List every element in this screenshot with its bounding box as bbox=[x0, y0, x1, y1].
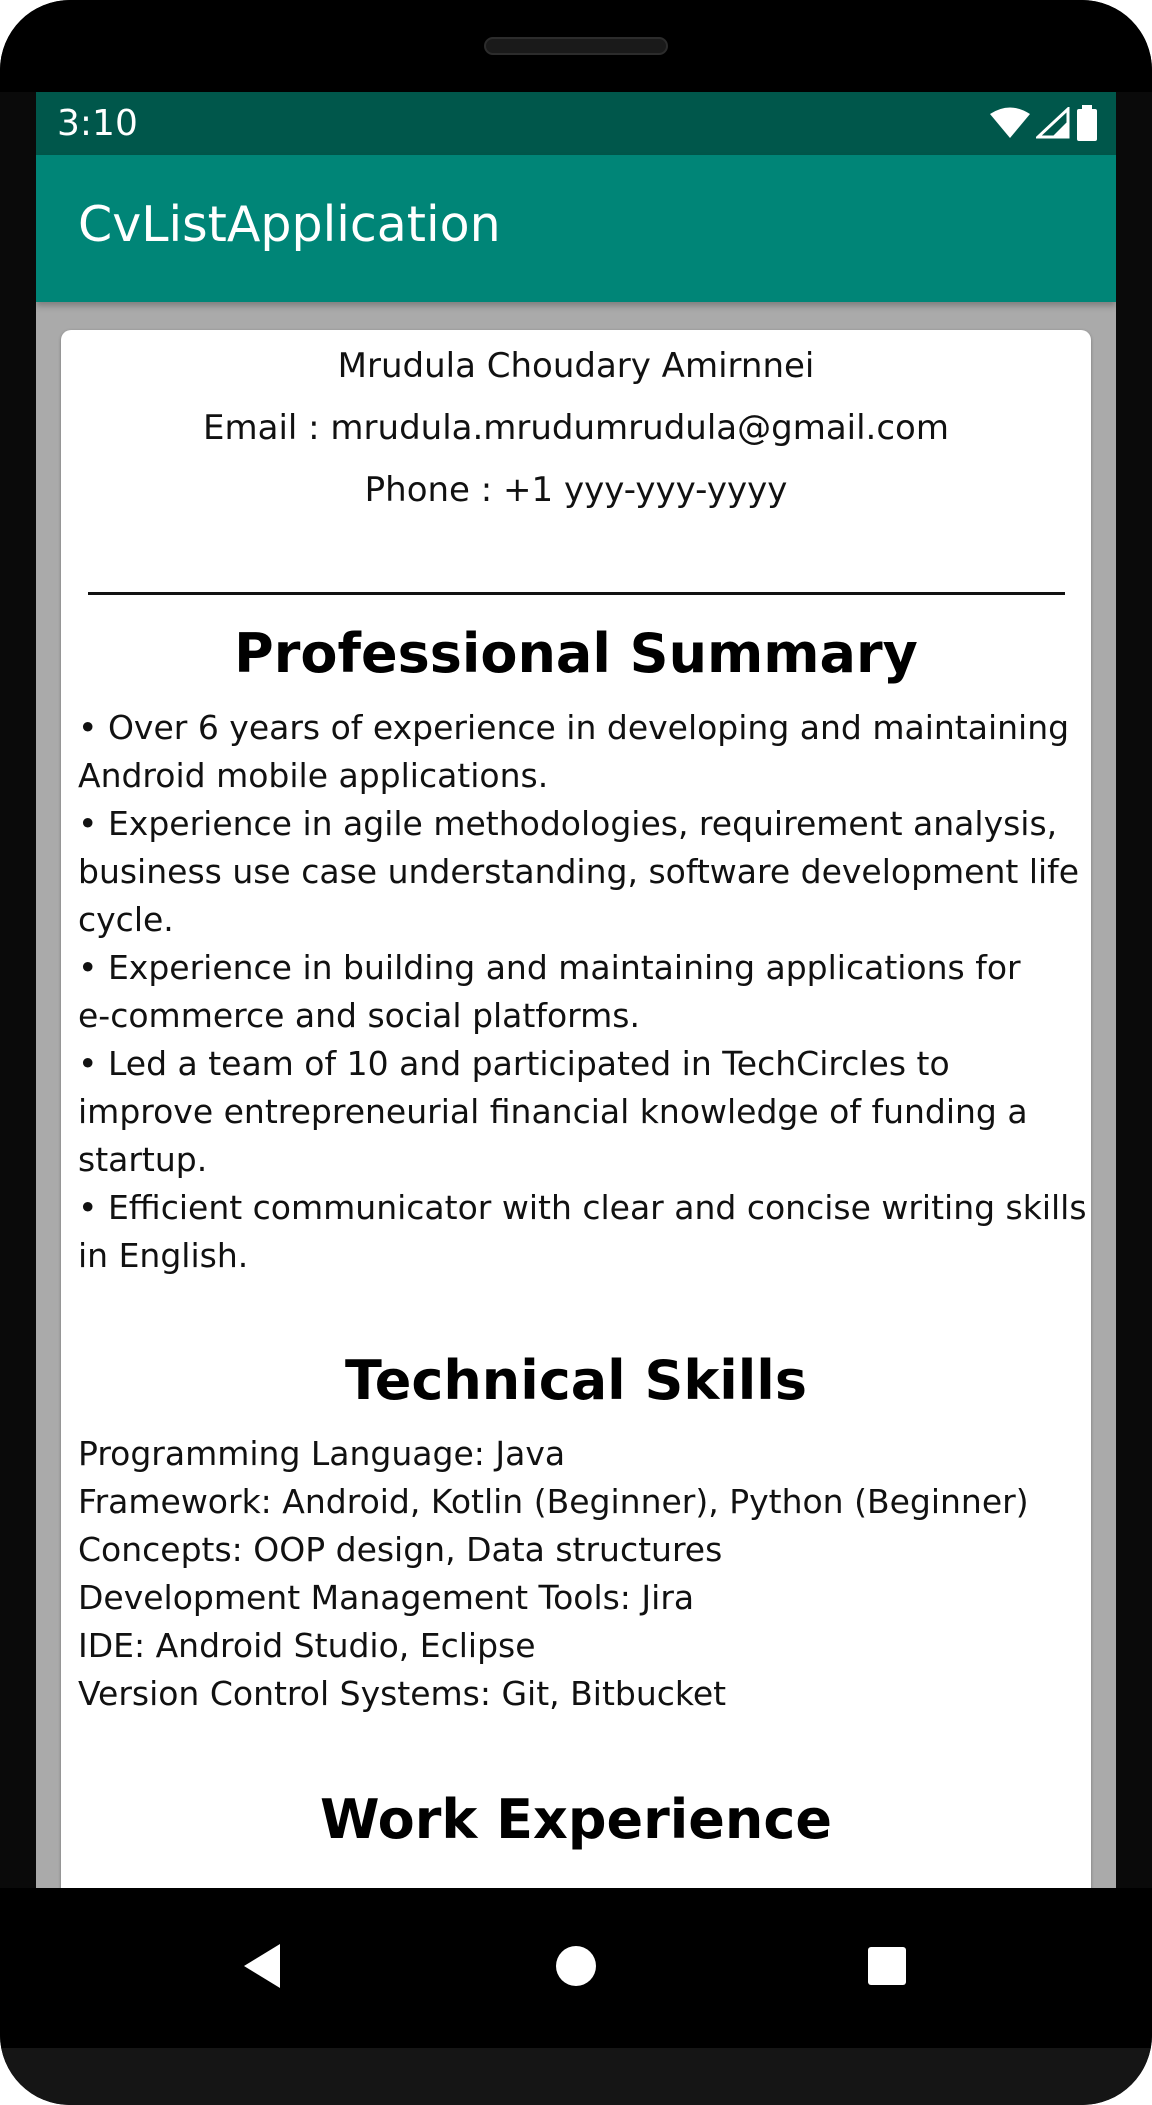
summary-line: • Led a team of 10 and participated in T… bbox=[78, 1044, 950, 1083]
summary-line: improve entrepreneurial financial knowle… bbox=[78, 1092, 1028, 1131]
home-icon bbox=[555, 1945, 597, 1991]
section-title-work-experience: Work Experience bbox=[320, 1788, 832, 1851]
navigation-bar bbox=[0, 1888, 1152, 2048]
resume-phone: Phone : +1 yyy-yyy-yyyy bbox=[364, 470, 788, 510]
recents-button[interactable] bbox=[845, 1926, 929, 2010]
skills-line: Concepts: OOP design, Data structures bbox=[78, 1530, 723, 1569]
skills-line: Framework: Android, Kotlin (Beginner), P… bbox=[78, 1482, 1029, 1521]
resume-name: Mrudula Choudary Amirnnei bbox=[337, 346, 815, 386]
summary-line: • Efficient communicator with clear and … bbox=[78, 1188, 1087, 1227]
earpiece-speaker bbox=[484, 37, 668, 55]
wifi-icon bbox=[990, 107, 1030, 139]
summary-line: Android mobile applications. bbox=[78, 756, 549, 795]
screen: 3:10 CvListApplication Mrudula Choudary … bbox=[36, 92, 1116, 1888]
summary-line: business use case understanding, softwar… bbox=[78, 852, 1080, 891]
summary-line: • Over 6 years of experience in developi… bbox=[78, 708, 1070, 747]
section-title-professional-summary: Professional Summary bbox=[234, 622, 918, 685]
recents-icon bbox=[867, 1946, 907, 1990]
skills-line: Programming Language: Java bbox=[78, 1434, 566, 1473]
skills-line: Version Control Systems: Git, Bitbucket bbox=[78, 1674, 727, 1713]
bottom-bezel bbox=[0, 2048, 1152, 2105]
app-title: CvListApplication bbox=[78, 196, 501, 253]
skills-line: IDE: Android Studio, Eclipse bbox=[78, 1626, 536, 1665]
resume-card[interactable]: Mrudula Choudary Amirnnei Email : mrudul… bbox=[61, 330, 1091, 1888]
divider bbox=[88, 592, 1065, 595]
section-title-technical-skills: Technical Skills bbox=[345, 1349, 807, 1412]
back-icon bbox=[240, 1942, 286, 1994]
summary-line: • Experience in agile methodologies, req… bbox=[78, 804, 1058, 843]
summary-line: cycle. bbox=[78, 900, 174, 939]
summary-line: startup. bbox=[78, 1140, 208, 1179]
cell-signal-icon bbox=[1036, 107, 1070, 139]
resume-email: Email : mrudula.mrudumrudula@gmail.com bbox=[203, 408, 949, 448]
summary-line: e-commerce and social platforms. bbox=[78, 996, 640, 1035]
status-bar: 3:10 bbox=[36, 92, 1116, 155]
summary-line: • Experience in building and maintaining… bbox=[78, 948, 1021, 987]
status-time: 3:10 bbox=[57, 103, 138, 144]
battery-icon bbox=[1076, 105, 1098, 141]
summary-line: in English. bbox=[78, 1236, 249, 1275]
home-button[interactable] bbox=[534, 1926, 618, 2010]
status-icons bbox=[990, 102, 1098, 144]
back-button[interactable] bbox=[221, 1926, 305, 2010]
app-bar: CvListApplication bbox=[36, 155, 1116, 302]
top-bezel bbox=[0, 0, 1152, 92]
skills-line: Development Management Tools: Jira bbox=[78, 1578, 695, 1617]
